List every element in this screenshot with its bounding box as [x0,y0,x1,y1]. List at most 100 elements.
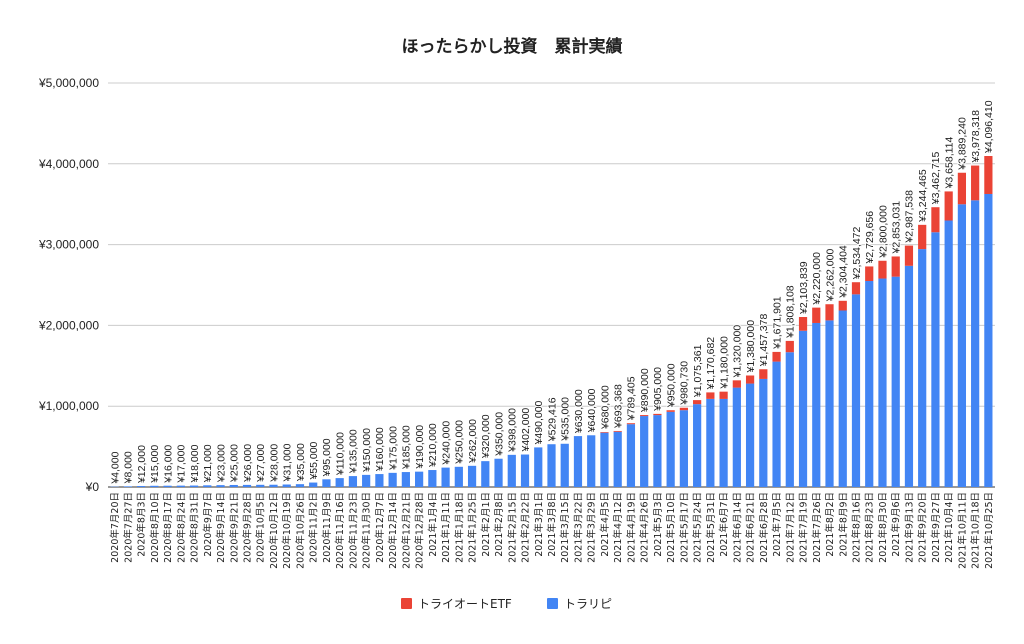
x-tick-label: 2021年3月8日 [546,492,558,557]
data-label: ¥320,000 [480,414,492,459]
data-label: ¥23,000 [215,444,227,483]
x-tick-label: 2021年10月11日 [956,492,968,569]
x-tick-label: 2021年9月20日 [917,492,929,563]
y-tick-label: ¥1,000,000 [38,399,99,413]
bar-torapipi [547,444,556,487]
bar-torapipi [229,484,238,487]
data-label: ¥25,000 [229,444,241,483]
data-label: ¥26,000 [242,444,254,483]
bar-torapipi [123,486,132,487]
data-label: ¥150,000 [361,428,373,473]
data-label: ¥1,170,682 [705,337,717,391]
data-label: ¥1,808,108 [785,285,797,339]
x-tick-label: 2021年9月27日 [930,492,942,563]
y-tick-label: ¥3,000,000 [38,238,99,252]
bar-torapipi [693,404,702,487]
data-label: ¥1,075,361 [692,344,704,398]
data-label: ¥35,000 [295,443,307,482]
x-tick-label: 2020年10月12日 [268,492,280,569]
bar-triauto-etf [719,391,728,399]
data-label: ¥2,262,000 [824,249,836,303]
bar-triauto-etf [666,410,675,412]
bar-triauto-etf [653,413,662,416]
x-tick-label: 2021年7月26日 [811,492,823,563]
x-tick-label: 2021年3月1日 [533,492,545,557]
data-label: ¥980,730 [679,361,691,406]
bar-triauto-etf [600,432,609,433]
bar-torapipi [785,352,794,487]
x-tick-label: 2020年10月19日 [281,492,293,569]
data-label: ¥1,180,000 [718,336,730,390]
bar-torapipi [904,265,914,487]
data-label: ¥398,000 [507,408,519,453]
x-tick-label: 2021年9月13日 [903,492,915,563]
bar-triauto-etf [865,266,874,281]
data-label: ¥3,244,465 [917,169,929,223]
x-tick-label: 2021年7月19日 [798,492,810,563]
x-tick-label: 2021年2月22日 [520,492,532,563]
x-tick-label: 2020年12月7日 [374,492,386,563]
x-tick-label: 2021年5月24日 [692,492,704,563]
x-tick-label: 2021年6月28日 [758,492,770,563]
bar-torapipi [441,467,450,487]
y-tick-label: ¥2,000,000 [38,318,99,332]
x-tick-label: 2020年11月9日 [321,492,333,563]
bar-torapipi [944,220,953,487]
x-tick-label: 2020年8月10日 [149,492,161,563]
data-label: ¥21,000 [202,444,214,483]
x-tick-label: 2021年6月14日 [731,492,743,563]
bar-triauto-etf [984,156,993,194]
bar-triauto-etf [706,392,715,399]
data-label: ¥3,462,715 [930,152,942,206]
bar-torapipi [256,484,265,487]
bar-triauto-etf [693,400,702,405]
legend-label-etf: トライオートETF [418,597,512,611]
bar-triauto-etf [679,407,688,411]
data-label: ¥2,987,538 [904,190,916,244]
x-tick-label: 2020年8月24日 [175,492,187,563]
bar-triauto-etf [785,340,794,353]
data-label: ¥535,000 [560,397,572,442]
bar-torapipi [428,470,437,487]
x-tick-label: 2021年4月12日 [612,492,624,563]
bar-triauto-etf [626,423,636,425]
data-label: ¥135,000 [348,429,360,474]
data-label: ¥31,000 [282,443,294,482]
x-tick-label: 2020年12月28日 [414,492,426,569]
bar-triauto-etf [640,415,649,417]
data-label: ¥4,000 [109,451,121,484]
data-label: ¥630,000 [573,389,585,434]
bar-torapipi [812,322,821,487]
legend-swatch-etf [401,598,412,609]
bar-torapipi [851,294,861,487]
data-label: ¥2,729,656 [864,211,876,265]
x-tick-label: 2020年12月14日 [387,492,399,569]
data-label: ¥240,000 [440,421,452,466]
x-tick-label: 2021年1月4日 [427,492,439,557]
bar-torapipi [640,416,649,487]
x-tick-label: 2021年2月1日 [480,492,492,557]
bar-triauto-etf [812,307,821,323]
x-axis: 2020年7月20日 2020年7月27日 2020年8月3日 2020年8月10日 2… [109,492,995,569]
x-tick-label: 2020年9月14日 [215,492,227,563]
data-label: ¥4,096,410 [983,100,995,154]
x-tick-label: 2021年2月8日 [493,492,505,557]
bar-torapipi [573,436,583,487]
x-tick-label: 2021年5月10日 [665,492,677,563]
bar-triauto-etf [745,375,755,384]
data-label: ¥27,000 [255,444,267,483]
data-label: ¥175,000 [387,426,399,471]
data-label: ¥3,978,318 [970,110,982,164]
bar-triauto-etf [971,165,980,201]
bar-torapipi [401,472,410,487]
y-tick-label: ¥4,000,000 [38,157,99,171]
x-tick-label: 2020年11月2日 [308,492,320,563]
bar-torapipi [388,472,397,487]
data-label: ¥17,000 [176,445,188,484]
bar-torapipi [984,193,993,487]
bar-triauto-etf [851,282,861,295]
x-tick-label: 2020年7月20日 [109,492,121,563]
x-tick-label: 2021年7月12日 [784,492,796,563]
data-label: ¥2,800,000 [877,205,889,259]
